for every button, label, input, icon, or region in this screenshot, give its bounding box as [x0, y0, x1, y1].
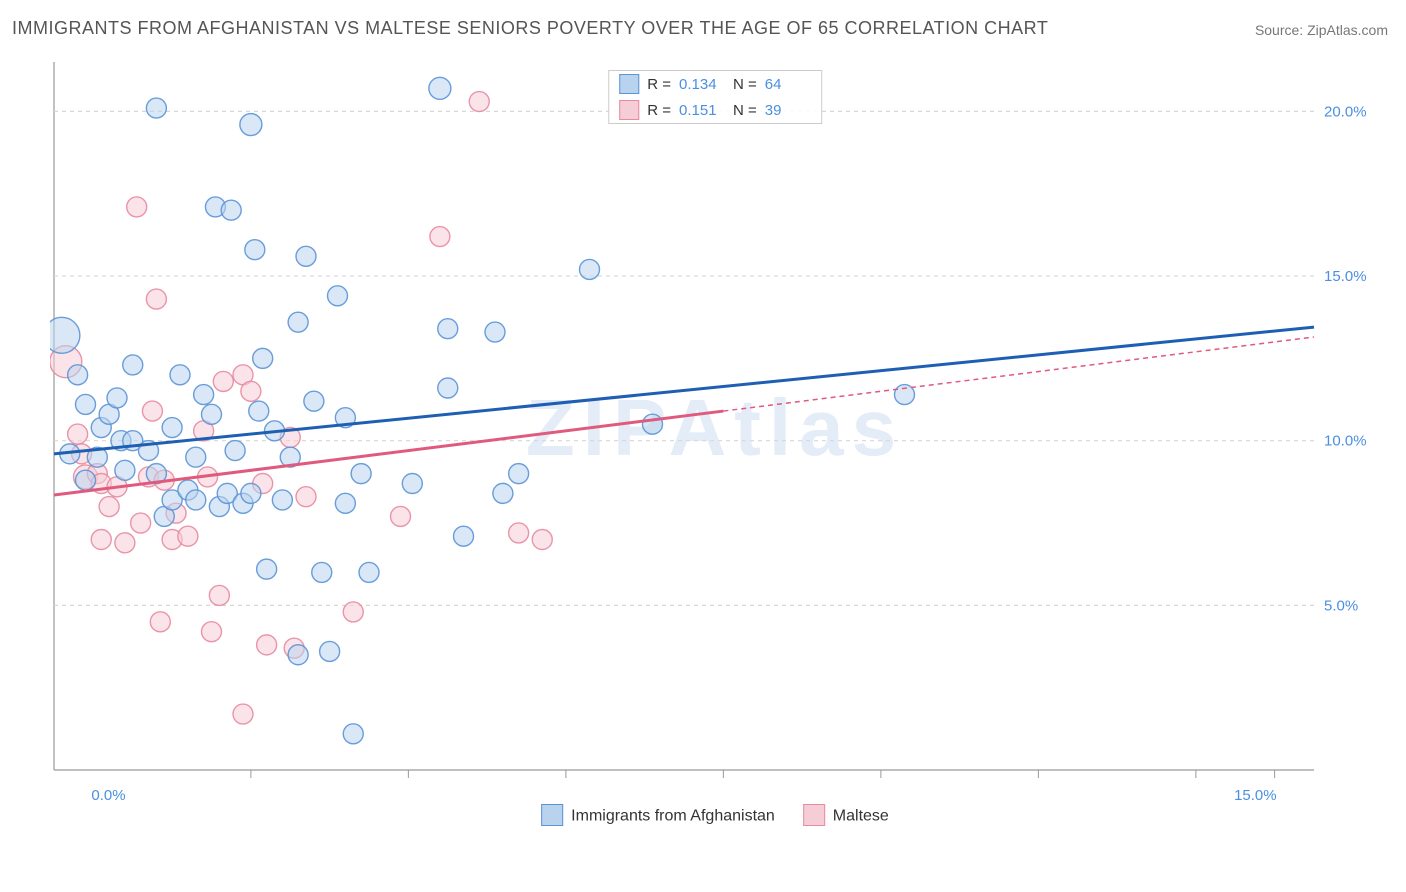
r-label: R =	[647, 102, 671, 119]
r-value: 0.134	[679, 76, 725, 93]
r-value: 0.151	[679, 102, 725, 119]
source-prefix: Source:	[1255, 22, 1307, 38]
svg-text:0.0%: 0.0%	[91, 787, 125, 804]
chart-title: IMMIGRANTS FROM AFGHANISTAN VS MALTESE S…	[12, 18, 1048, 39]
plot-area: ZIPAtlas 5.0%10.0%15.0%20.0%0.0%15.0% R …	[50, 58, 1380, 828]
legend-label: Immigrants from Afghanistan	[571, 808, 775, 825]
svg-text:15.0%: 15.0%	[1234, 787, 1277, 804]
svg-text:15.0%: 15.0%	[1324, 268, 1367, 285]
source-link[interactable]: ZipAtlas.com	[1307, 22, 1388, 38]
svg-text:10.0%: 10.0%	[1324, 433, 1367, 450]
legend-swatch	[803, 804, 825, 826]
series-legend: Immigrants from Afghanistan Maltese	[541, 807, 889, 826]
legend-swatch	[541, 804, 563, 826]
correlation-legend: R = 0.134 N = 64 R = 0.151 N = 39	[608, 70, 822, 124]
svg-text:5.0%: 5.0%	[1324, 597, 1358, 614]
legend-swatch	[619, 74, 639, 94]
n-value: 39	[765, 102, 811, 119]
n-label: N =	[733, 102, 757, 119]
legend-row-afghanistan: R = 0.134 N = 64	[609, 71, 821, 97]
legend-item-maltese: Maltese	[803, 807, 889, 826]
legend-item-afghanistan: Immigrants from Afghanistan	[541, 807, 775, 826]
legend-row-maltese: R = 0.151 N = 39	[609, 97, 821, 123]
legend-swatch	[619, 100, 639, 120]
r-label: R =	[647, 76, 671, 93]
plot-wrap: Seniors Poverty Over the Age of 65 ZIPAt…	[12, 48, 1392, 878]
source-attribution: Source: ZipAtlas.com	[1255, 22, 1388, 38]
scatter-chart: 5.0% 10.0% 15.0% 20.0% 0.0% 15.0%	[50, 58, 1380, 828]
legend-label: Maltese	[833, 808, 889, 825]
n-label: N =	[733, 76, 757, 93]
svg-text:20.0%: 20.0%	[1324, 103, 1367, 120]
n-value: 64	[765, 76, 811, 93]
